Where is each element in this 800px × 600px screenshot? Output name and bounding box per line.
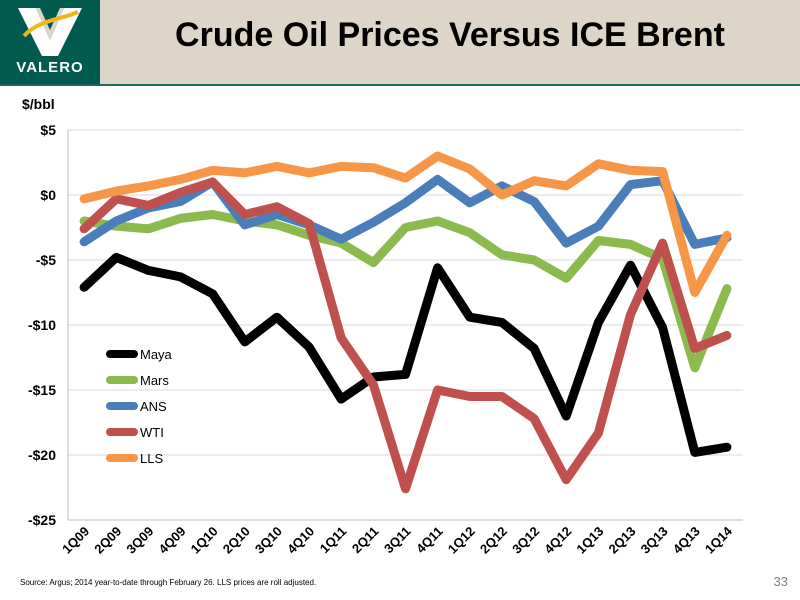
series-layer: [79, 151, 732, 494]
y-tick-label: $5: [40, 122, 56, 138]
legend-label: LLS: [140, 451, 163, 466]
legend-label: Mars: [140, 373, 169, 388]
x-tick-label: 3Q13: [638, 524, 671, 557]
x-tick-label: 1Q10: [188, 524, 221, 557]
x-tick-label: 2Q09: [91, 524, 124, 557]
x-tick-label: 1Q14: [702, 523, 736, 557]
valero-v-icon: [18, 8, 82, 56]
x-tick-label: 4Q13: [670, 524, 703, 557]
grid-layer: [68, 129, 743, 521]
x-tick-label: 4Q10: [284, 524, 317, 557]
x-tick-label: 1Q11: [317, 524, 350, 557]
x-tick-label: 2Q12: [477, 524, 510, 557]
series-line-mars: [79, 210, 732, 373]
x-tick-label: 4Q11: [413, 524, 446, 557]
x-tick-label: 4Q12: [541, 524, 574, 557]
x-tick-label: 4Q09: [156, 524, 189, 557]
series-line-wti: [79, 177, 732, 494]
x-tick-label: 2Q11: [349, 524, 382, 557]
page-number: 33: [773, 574, 788, 589]
page-title: Crude Oil Prices Versus ICE Brent: [175, 16, 725, 54]
axis-layer: $5 $0 -$5 -$10 -$15 -$20 -$25 $/bbl 1Q09 2Q09 3Q09…: [22, 96, 743, 557]
y-tick-label: -$5: [36, 252, 56, 268]
source-note: Source: Argus; 2014 year-to-date through…: [20, 578, 317, 587]
slide-header: VALERO Crude Oil Prices Versus ICE Brent: [0, 0, 800, 86]
legend-label: ANS: [140, 399, 167, 414]
x-tick-label: 3Q09: [123, 524, 156, 557]
series-line-ans: [79, 174, 732, 249]
x-tick-label: 1Q13: [573, 524, 606, 557]
x-tick-label: 1Q09: [59, 524, 92, 557]
legend: Maya Mars ANS WTI LLS: [106, 347, 173, 466]
x-tick-label: 2Q10: [220, 524, 253, 557]
y-axis-label: $/bbl: [22, 96, 55, 112]
legend-label: WTI: [140, 425, 164, 440]
x-tick-label: 3Q11: [381, 524, 414, 557]
y-tick-label: -$25: [28, 512, 56, 528]
y-tick-label: $0: [40, 187, 56, 203]
x-tick-label: 2Q13: [606, 524, 639, 557]
x-tick-label: 1Q12: [445, 524, 478, 557]
series-line-lls: [79, 151, 732, 297]
legend-label: Maya: [140, 347, 173, 362]
valero-logo: VALERO: [0, 0, 100, 84]
x-tick-label: 3Q10: [252, 524, 285, 557]
x-tick-label: 3Q12: [509, 524, 542, 557]
y-tick-label: -$20: [28, 447, 56, 463]
y-tick-label: -$10: [28, 317, 56, 333]
y-tick-label: -$15: [28, 382, 56, 398]
line-chart: $5 $0 -$5 -$10 -$15 -$20 -$25 $/bbl 1Q09 2Q09 3Q09…: [22, 96, 743, 557]
series-line-maya: [79, 252, 732, 457]
logo-text: VALERO: [16, 59, 84, 76]
